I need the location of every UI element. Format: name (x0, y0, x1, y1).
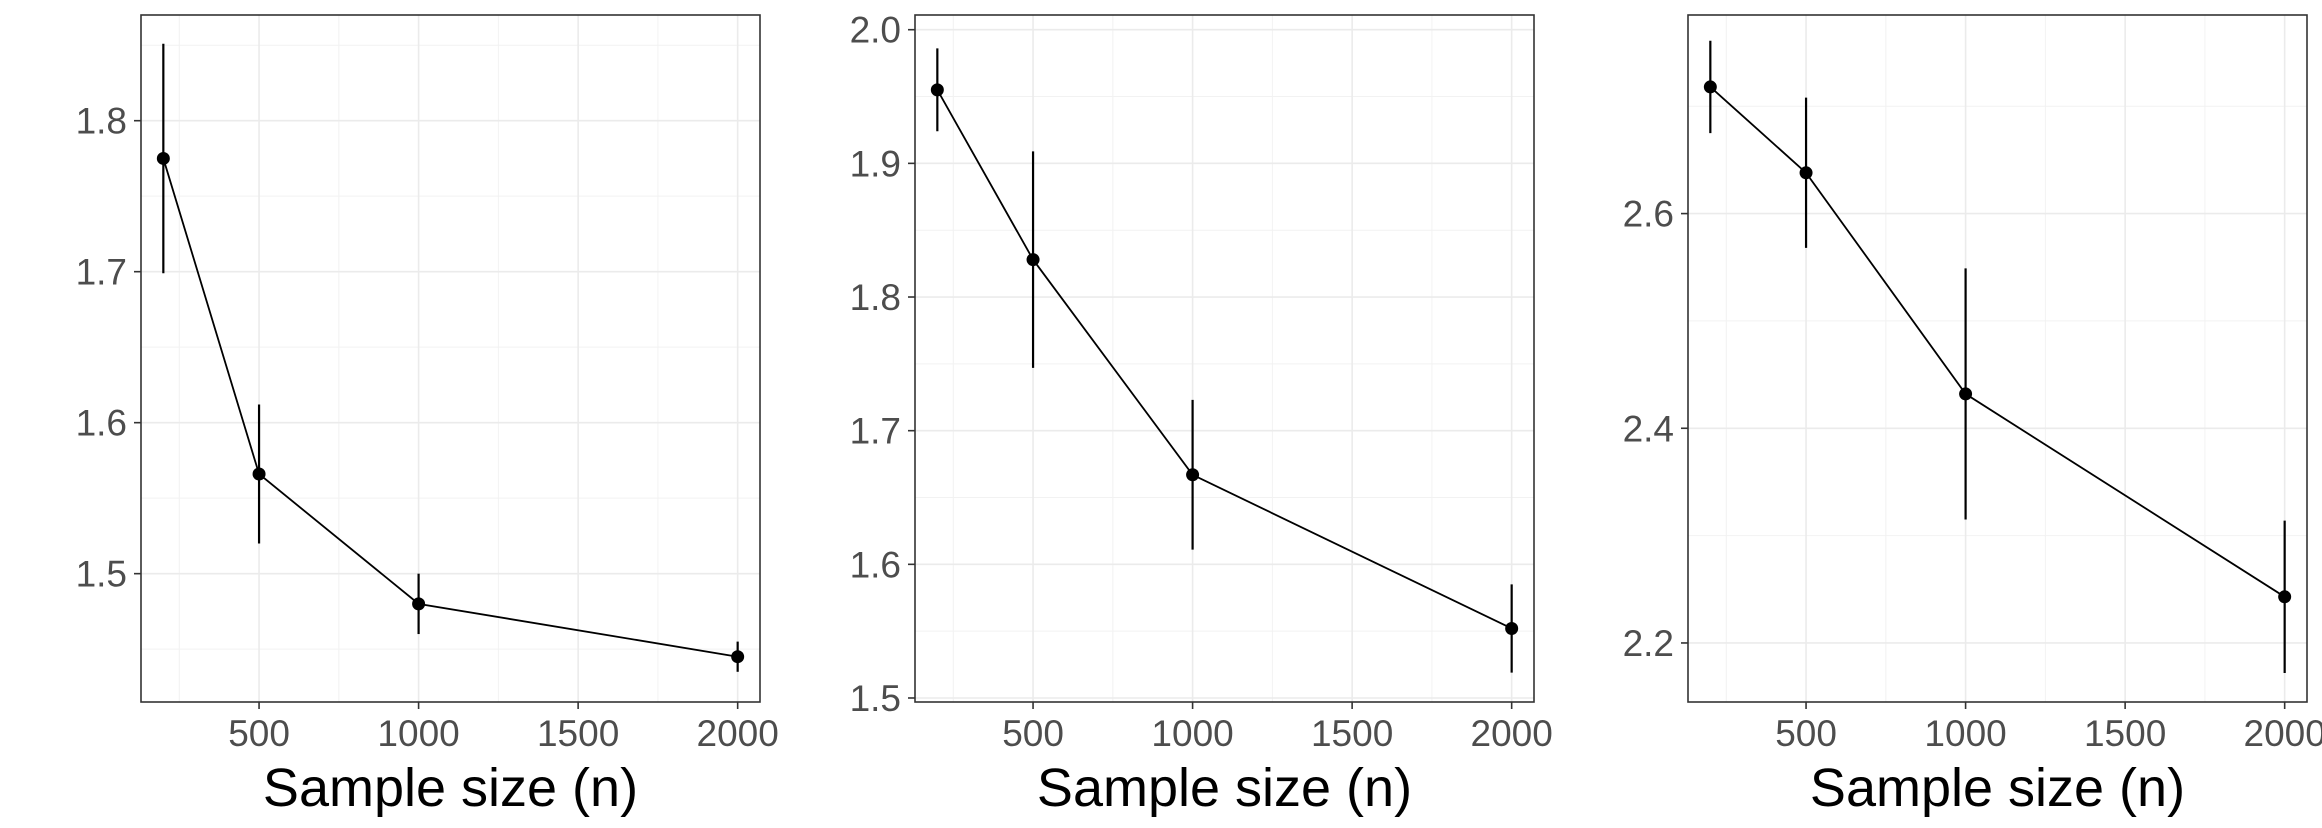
x-tick-label: 1500 (2084, 713, 2166, 754)
x-axis-title: Sample size (n) (263, 758, 638, 818)
data-point (1186, 468, 1200, 482)
y-tick-label: 1.7 (850, 411, 901, 452)
y-tick-label: 1.5 (76, 554, 127, 595)
data-point (1505, 621, 1519, 635)
data-point (731, 650, 745, 664)
y-tick-label: 1.7 (76, 252, 127, 293)
chart-panel-2: 500 1000 1500 2000 1.5 1.6 1.7 1.8 1.9 2.0 Sample … (850, 10, 1553, 818)
x-tick-label: 500 (1002, 713, 1064, 754)
data-point (252, 467, 266, 481)
panel-border (140, 14, 761, 703)
y-tick-label: 1.8 (850, 277, 901, 318)
data-point (930, 83, 944, 97)
y-tick-label: 2.0 (850, 10, 901, 51)
y-tick-label: 2.6 (1623, 194, 1674, 235)
y-tick-label: 1.6 (850, 544, 901, 585)
x-tick-label: 500 (1775, 713, 1837, 754)
data-point (2278, 590, 2292, 604)
series-line (162, 158, 738, 658)
x-tick-label: 2000 (697, 713, 779, 754)
x-tick-label: 1000 (377, 713, 459, 754)
x-axis-title: Sample size (n) (1037, 758, 1412, 818)
panel-border (914, 14, 1535, 703)
x-tick-label: 1000 (1151, 713, 1233, 754)
x-tick-label: 1500 (537, 713, 619, 754)
panel-border (1687, 14, 2308, 703)
x-tick-label: 2000 (2244, 713, 2322, 754)
x-axis-title: Sample size (n) (1810, 758, 2185, 818)
y-tick-label: 1.6 (76, 403, 127, 444)
data-point (1026, 253, 1040, 267)
data-point (1959, 387, 1973, 401)
data-point (156, 151, 170, 165)
x-tick-label: 500 (228, 713, 290, 754)
y-tick-label: 2.4 (1623, 408, 1674, 449)
chart-panel-3: 500 1000 1500 2000 2.2 2.4 2.6 Sample size (n) (1623, 14, 2322, 818)
series-line (1709, 86, 2286, 598)
x-tick-label: 1000 (1924, 713, 2006, 754)
series-line (936, 89, 1513, 630)
chart-panel-1: 500 1000 1500 2000 1.5 1.6 1.7 1.8 Sample size (… (76, 14, 779, 818)
x-tick-label: 1500 (1311, 713, 1393, 754)
y-tick-label: 1.5 (850, 678, 901, 719)
y-tick-label: 1.9 (850, 143, 901, 184)
data-point (1703, 80, 1717, 94)
y-tick-label: 1.8 (76, 101, 127, 142)
y-tick-label: 2.2 (1623, 623, 1674, 664)
data-point (412, 597, 426, 611)
data-point (1799, 166, 1813, 180)
x-tick-label: 2000 (1471, 713, 1553, 754)
